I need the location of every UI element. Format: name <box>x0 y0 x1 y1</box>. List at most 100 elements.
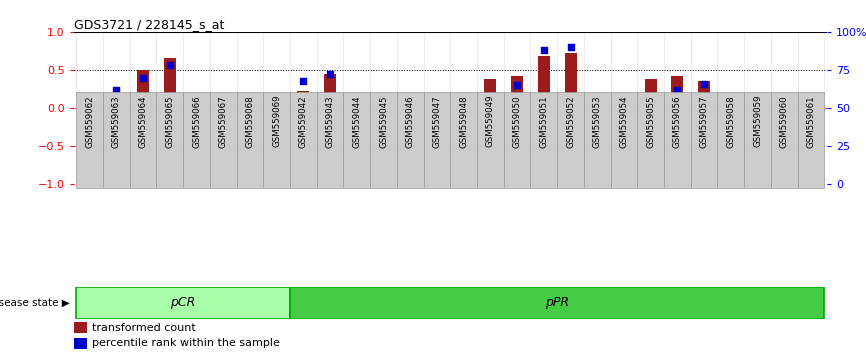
Bar <box>404 108 417 155</box>
FancyBboxPatch shape <box>664 92 691 188</box>
Text: transformed count: transformed count <box>93 322 197 332</box>
Bar <box>110 99 122 108</box>
Bar <box>74 322 87 333</box>
Point <box>804 177 818 182</box>
FancyBboxPatch shape <box>584 92 611 188</box>
FancyBboxPatch shape <box>317 92 344 188</box>
Point <box>350 105 364 111</box>
FancyBboxPatch shape <box>236 92 263 188</box>
Point <box>697 81 711 86</box>
Text: GSM559055: GSM559055 <box>646 95 656 148</box>
Point <box>404 143 417 149</box>
Point <box>296 78 310 84</box>
Bar <box>271 108 282 114</box>
FancyBboxPatch shape <box>557 92 584 188</box>
Bar <box>591 105 604 108</box>
FancyBboxPatch shape <box>771 92 798 188</box>
FancyBboxPatch shape <box>290 287 824 319</box>
Text: GSM559045: GSM559045 <box>379 95 388 148</box>
Text: disease state ▶: disease state ▶ <box>0 298 69 308</box>
FancyBboxPatch shape <box>210 92 236 188</box>
FancyBboxPatch shape <box>744 92 771 188</box>
Bar <box>74 338 87 349</box>
FancyBboxPatch shape <box>691 92 718 188</box>
Text: pCR: pCR <box>171 296 196 309</box>
Bar <box>565 53 577 108</box>
FancyBboxPatch shape <box>263 92 290 188</box>
FancyBboxPatch shape <box>611 92 637 188</box>
Text: GSM559066: GSM559066 <box>192 95 201 148</box>
Text: GSM559057: GSM559057 <box>700 95 708 148</box>
Point <box>617 139 631 144</box>
FancyBboxPatch shape <box>103 92 130 188</box>
Text: GSM559049: GSM559049 <box>486 95 494 147</box>
Bar <box>84 102 95 108</box>
Bar <box>511 76 523 108</box>
FancyBboxPatch shape <box>450 92 477 188</box>
FancyBboxPatch shape <box>397 92 423 188</box>
Point <box>243 124 257 129</box>
Text: GSM559052: GSM559052 <box>566 95 575 148</box>
Text: GSM559063: GSM559063 <box>112 95 121 148</box>
Point <box>643 104 657 109</box>
Text: GSM559050: GSM559050 <box>513 95 521 148</box>
Point <box>778 169 792 175</box>
Bar <box>805 108 817 178</box>
Bar <box>618 108 630 150</box>
Text: GSM559056: GSM559056 <box>673 95 682 148</box>
Bar <box>378 108 390 148</box>
FancyBboxPatch shape <box>637 92 664 188</box>
Bar <box>698 81 710 108</box>
FancyBboxPatch shape <box>504 92 531 188</box>
FancyBboxPatch shape <box>157 92 183 188</box>
Bar <box>324 74 336 108</box>
Bar <box>191 108 203 137</box>
FancyBboxPatch shape <box>370 92 397 188</box>
Bar <box>431 108 443 122</box>
Point <box>109 87 123 92</box>
Point <box>136 75 150 80</box>
Bar <box>752 108 764 125</box>
Text: GSM559062: GSM559062 <box>85 95 94 148</box>
Text: GDS3721 / 228145_s_at: GDS3721 / 228145_s_at <box>74 18 224 31</box>
Point <box>670 87 684 92</box>
FancyBboxPatch shape <box>76 287 290 319</box>
Bar <box>297 91 309 108</box>
Bar <box>671 76 683 108</box>
FancyBboxPatch shape <box>76 92 103 188</box>
FancyBboxPatch shape <box>183 92 210 188</box>
Point <box>456 136 470 141</box>
Text: pPR: pPR <box>546 296 569 309</box>
Point <box>190 117 204 123</box>
Text: GSM559069: GSM559069 <box>272 95 281 147</box>
Point <box>537 47 551 53</box>
Bar <box>164 58 176 108</box>
Point <box>377 131 391 137</box>
Point <box>269 131 283 137</box>
Bar <box>217 108 229 112</box>
FancyBboxPatch shape <box>477 92 504 188</box>
FancyBboxPatch shape <box>344 92 370 188</box>
Point <box>564 44 578 50</box>
Point <box>83 97 97 103</box>
Text: GSM559042: GSM559042 <box>299 95 308 148</box>
Text: GSM559058: GSM559058 <box>727 95 735 148</box>
Text: GSM559046: GSM559046 <box>406 95 415 148</box>
Text: GSM559067: GSM559067 <box>219 95 228 148</box>
FancyBboxPatch shape <box>718 92 744 188</box>
Bar <box>351 108 363 125</box>
Point <box>510 82 524 88</box>
Text: GSM559064: GSM559064 <box>139 95 147 148</box>
Text: GSM559065: GSM559065 <box>165 95 174 148</box>
Bar <box>137 70 149 108</box>
Point <box>323 72 337 77</box>
Text: GSM559047: GSM559047 <box>432 95 442 148</box>
Bar <box>538 56 550 108</box>
Text: GSM559054: GSM559054 <box>619 95 629 148</box>
FancyBboxPatch shape <box>290 92 317 188</box>
Point <box>724 96 738 102</box>
FancyBboxPatch shape <box>531 92 557 188</box>
Text: GSM559043: GSM559043 <box>326 95 334 148</box>
Point <box>591 110 604 115</box>
Bar <box>484 79 496 108</box>
